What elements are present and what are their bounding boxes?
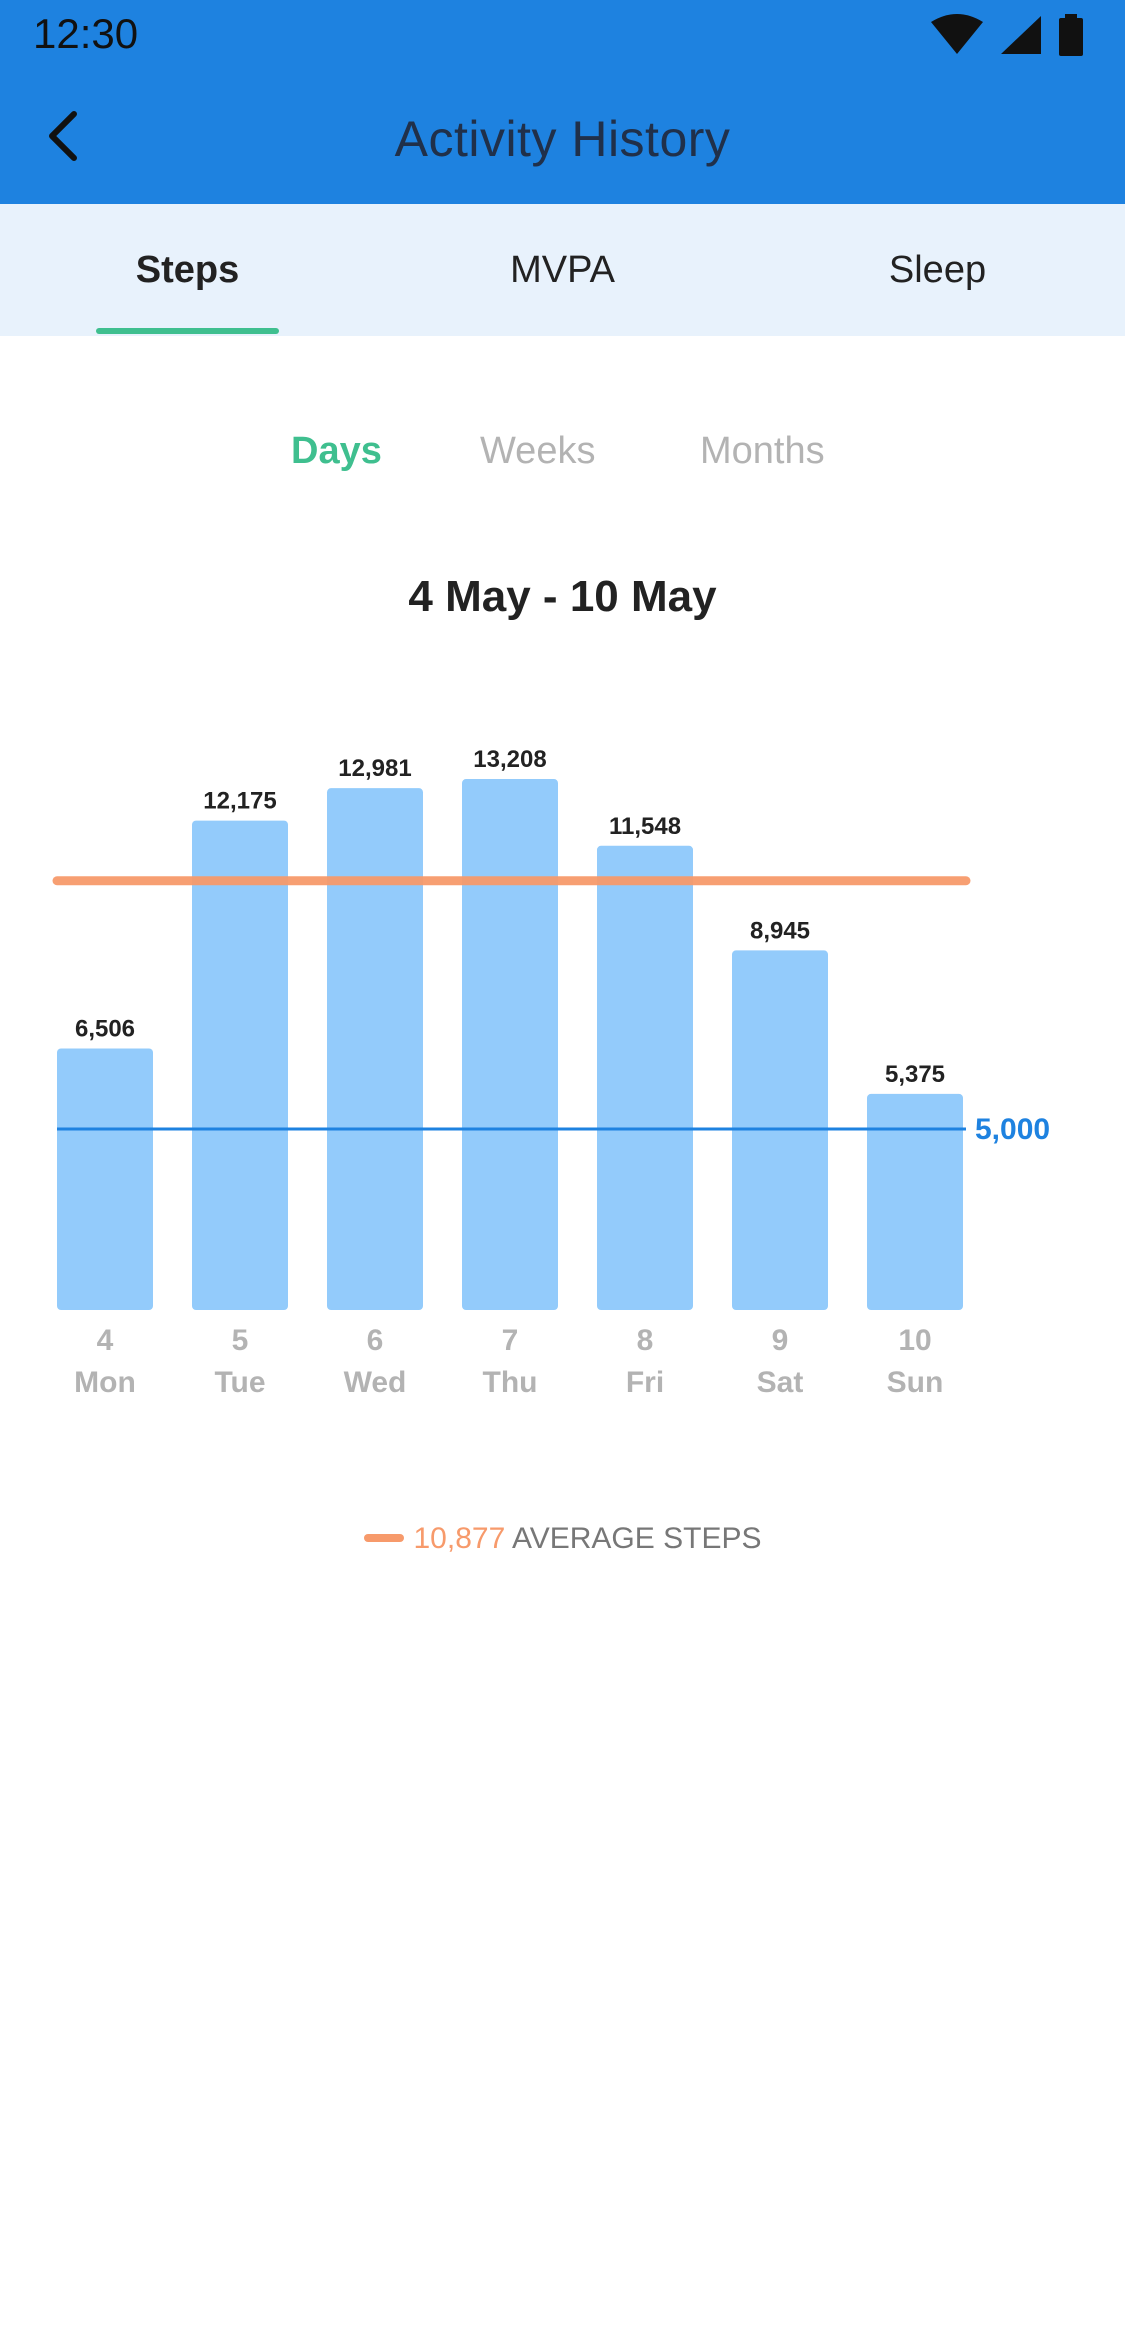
tab-steps[interactable]: Steps — [135, 248, 240, 291]
wifi-icon — [931, 14, 983, 54]
page-title: Activity History — [394, 111, 731, 167]
x-tick-day-number: 6 — [367, 1324, 384, 1357]
bar-value-label: 13,208 — [473, 746, 546, 773]
app-bar: Activity History — [0, 70, 1125, 204]
chart-legend: 10,877 AVERAGE STEPS — [0, 1522, 1125, 1556]
battery-icon — [1059, 14, 1083, 56]
x-tick-day-number: 8 — [637, 1324, 654, 1357]
bar-wed — [327, 788, 423, 1310]
x-tick-day-number: 9 — [772, 1324, 789, 1357]
x-tick-day-name: Tue — [214, 1366, 265, 1399]
range-selector: Days Weeks Months — [0, 430, 1125, 490]
bar-value-label: 12,981 — [338, 755, 411, 782]
average-label: AVERAGE STEPS — [511, 1522, 762, 1555]
x-tick-day-name: Fri — [626, 1366, 664, 1399]
bar-sun — [867, 1093, 963, 1310]
average-value: 10,877 — [413, 1522, 506, 1555]
bar-value-label: 5,375 — [885, 1061, 945, 1088]
status-bar: 12:30 — [0, 0, 1125, 70]
steps-bar-chart: 6,506 4 Mon 12,175 5 Tue 12,981 6 Wed 13,208 7 Thu 1… — [52, 746, 1050, 1399]
bar-fri — [597, 845, 693, 1310]
x-tick-day-number: 10 — [898, 1324, 931, 1357]
status-time: 12:30 — [33, 10, 139, 57]
bar-value-label: 12,175 — [203, 788, 276, 815]
range-days[interactable]: Days — [291, 430, 382, 472]
x-tick-day-name: Thu — [483, 1366, 538, 1399]
x-tick-day-name: Sat — [757, 1366, 804, 1399]
x-tick-day-name: Wed — [344, 1366, 407, 1399]
back-arrow-icon — [49, 111, 77, 161]
x-tick-day-name: Sun — [887, 1366, 944, 1399]
x-tick-day-name: Mon — [74, 1366, 136, 1399]
bar-mon — [57, 1048, 153, 1310]
tab-mvpa[interactable]: MVPA — [510, 248, 615, 291]
date-range-label: 4 May - 10 May — [408, 572, 717, 621]
bar-value-label: 6,506 — [75, 1015, 135, 1042]
range-months[interactable]: Months — [700, 430, 825, 472]
bar-tue — [192, 820, 288, 1310]
average-legend-swatch — [363, 1534, 404, 1543]
signal-icon — [1001, 16, 1041, 54]
bar-value-label: 8,945 — [750, 917, 810, 944]
tab-sleep[interactable]: Sleep — [888, 248, 987, 291]
range-weeks[interactable]: Weeks — [480, 430, 596, 472]
goal-line-label: 5,000 — [975, 1113, 1050, 1146]
back-button[interactable] — [40, 106, 90, 166]
status-icons — [929, 14, 1085, 56]
bar-value-label: 11,548 — [609, 813, 681, 840]
metric-tabs: Steps MVPA Sleep — [0, 204, 1125, 336]
x-tick-day-number: 5 — [232, 1324, 249, 1357]
x-tick-day-number: 7 — [502, 1324, 519, 1357]
bar-thu — [462, 779, 558, 1310]
x-tick-day-number: 4 — [97, 1324, 114, 1357]
active-tab-indicator — [96, 328, 279, 334]
